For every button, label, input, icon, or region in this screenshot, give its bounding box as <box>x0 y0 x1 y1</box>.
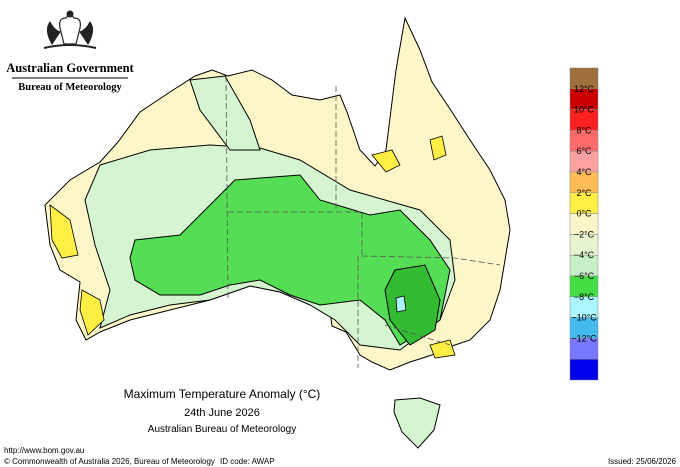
footer-url: http://www.bom.gov.au <box>4 446 84 455</box>
tasmania <box>393 397 441 449</box>
legend-label: −2°C <box>574 229 595 239</box>
australia-map <box>44 16 511 449</box>
map-title: Maximum Temperature Anomaly (°C) <box>124 387 321 401</box>
footer-id: ID code: AWAP <box>220 457 275 466</box>
bureau-name: Bureau of Meteorology <box>18 82 122 93</box>
legend-label: −4°C <box>574 250 595 260</box>
map-source: Australian Bureau of Meteorology <box>148 424 296 435</box>
legend-label: 10°C <box>574 105 595 115</box>
legend-label: 0°C <box>576 209 592 219</box>
legend-label: 4°C <box>576 167 592 177</box>
footer-copyright: © Commonwealth of Australia 2026, Bureau… <box>4 457 215 466</box>
legend-label: 12°C <box>574 84 595 94</box>
legend: 12°C 10°C 8°C 6°C 4°C 2°C 0°C −2°C −4°C −6°C −8°C −… <box>569 67 599 381</box>
legend-swatch <box>569 358 599 381</box>
legend-label: 8°C <box>576 125 592 135</box>
agency-name: Australian Government <box>6 61 134 75</box>
legend-label: −10°C <box>571 313 597 323</box>
legend-label: 2°C <box>576 188 592 198</box>
legend-label: 6°C <box>576 146 592 156</box>
legend-label: −8°C <box>574 292 595 302</box>
legend-label: −6°C <box>574 271 595 281</box>
map-date: 24th June 2026 <box>184 407 260 419</box>
coat-of-arms <box>43 10 97 49</box>
legend-label: −12°C <box>571 333 597 343</box>
footer-issued: Issued: 25/06/2026 <box>608 457 677 466</box>
